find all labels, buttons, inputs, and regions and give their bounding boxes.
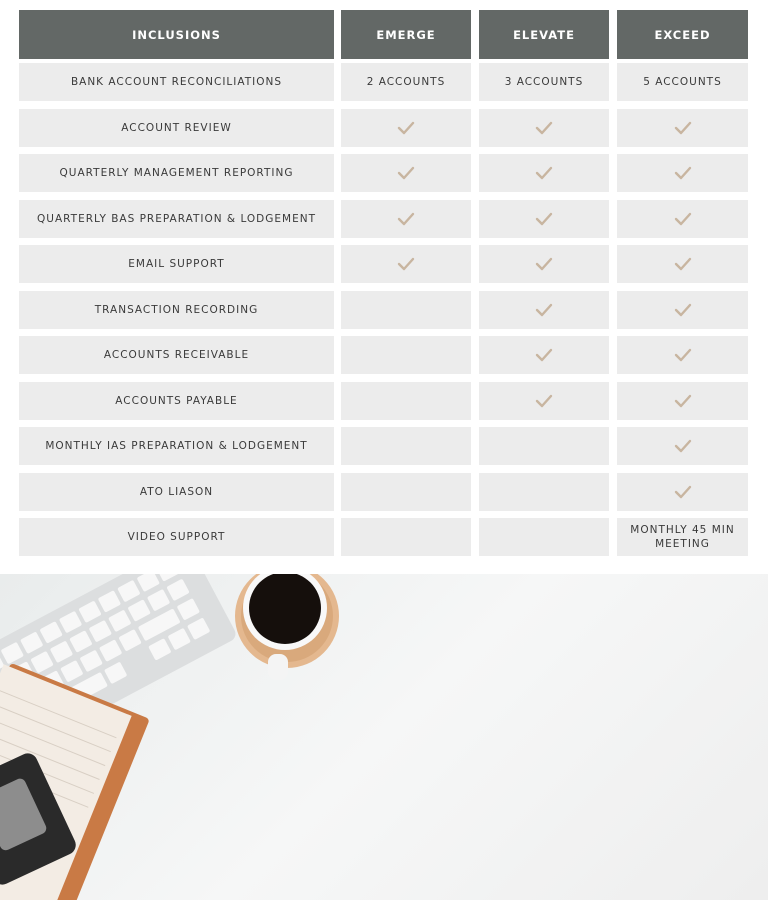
check-icon <box>397 166 415 180</box>
check-icon <box>674 303 691 316</box>
elevate-cell <box>479 336 609 374</box>
check-icon <box>674 166 691 180</box>
inclusion-label: QUARTERLY BAS PREPARATION & LODGEMENT <box>19 199 334 238</box>
emerge-cell-empty <box>341 427 471 465</box>
exceed-cell <box>617 472 748 511</box>
exceed-cell <box>617 108 748 147</box>
inclusion-label: BANK ACCOUNT RECONCILIATIONS <box>19 63 334 101</box>
emerge-cell-empty <box>341 472 471 511</box>
coffee-cup-image <box>235 564 339 680</box>
elevate-cell <box>479 245 609 283</box>
check-icon <box>397 121 415 134</box>
check-icon <box>535 348 553 362</box>
inclusion-label: ACCOUNT REVIEW <box>19 108 334 147</box>
elevate-cell-text: 3 ACCOUNTS <box>479 63 609 101</box>
emerge-cell <box>341 108 471 147</box>
inclusion-label: MONTHLY IAS PREPARATION & LODGEMENT <box>19 427 334 465</box>
camera-image <box>0 753 76 885</box>
check-icon <box>674 439 691 453</box>
emerge-cell-empty <box>341 290 471 329</box>
check-icon <box>674 257 691 271</box>
check-icon <box>674 394 691 407</box>
check-icon <box>674 121 691 134</box>
inclusion-label: ACCOUNTS PAYABLE <box>19 381 334 420</box>
check-icon <box>535 212 553 225</box>
inclusion-label: TRANSACTION RECORDING <box>19 290 334 329</box>
exceed-cell <box>617 427 748 465</box>
emerge-cell-empty <box>341 336 471 374</box>
check-icon <box>674 348 691 362</box>
header-emerge: EMERGE <box>341 10 471 59</box>
check-icon <box>535 121 553 134</box>
exceed-cell <box>617 154 748 192</box>
inclusion-label: EMAIL SUPPORT <box>19 245 334 283</box>
check-icon <box>397 257 415 271</box>
header-elevate: ELEVATE <box>479 10 609 59</box>
exceed-cell <box>617 199 748 238</box>
header-inclusions: INCLUSIONS <box>19 10 334 59</box>
exceed-cell-text: 5 ACCOUNTS <box>617 63 748 101</box>
inclusion-label: VIDEO SUPPORT <box>19 518 334 556</box>
emerge-cell <box>341 245 471 283</box>
emerge-cell <box>341 154 471 192</box>
exceed-cell-text: MONTHLY 45 MIN MEETING <box>617 518 748 556</box>
check-icon <box>674 212 691 225</box>
check-icon <box>535 257 553 271</box>
exceed-cell <box>617 290 748 329</box>
desk-illustration <box>0 542 339 904</box>
inclusion-label: QUARTERLY MANAGEMENT REPORTING <box>19 154 334 192</box>
exceed-cell <box>617 381 748 420</box>
exceed-cell <box>617 245 748 283</box>
elevate-cell <box>479 199 609 238</box>
emerge-cell-text: 2 ACCOUNTS <box>341 63 471 101</box>
elevate-cell-empty <box>479 472 609 511</box>
header-exceed: EXCEED <box>617 10 748 59</box>
elevate-cell <box>479 154 609 192</box>
check-icon <box>535 166 553 180</box>
check-icon <box>674 485 691 498</box>
inclusion-label: ACCOUNTS RECEIVABLE <box>19 336 334 374</box>
elevate-cell <box>479 108 609 147</box>
check-icon <box>535 394 553 407</box>
elevate-cell <box>479 290 609 329</box>
elevate-cell-empty <box>479 518 609 556</box>
elevate-cell-empty <box>479 427 609 465</box>
emerge-cell <box>341 199 471 238</box>
desk-photo <box>0 542 768 904</box>
check-icon <box>397 212 415 225</box>
elevate-cell <box>479 381 609 420</box>
exceed-cell <box>617 336 748 374</box>
inclusion-label: ATO LIASON <box>19 472 334 511</box>
check-icon <box>535 303 553 316</box>
emerge-cell-empty <box>341 518 471 556</box>
emerge-cell-empty <box>341 381 471 420</box>
